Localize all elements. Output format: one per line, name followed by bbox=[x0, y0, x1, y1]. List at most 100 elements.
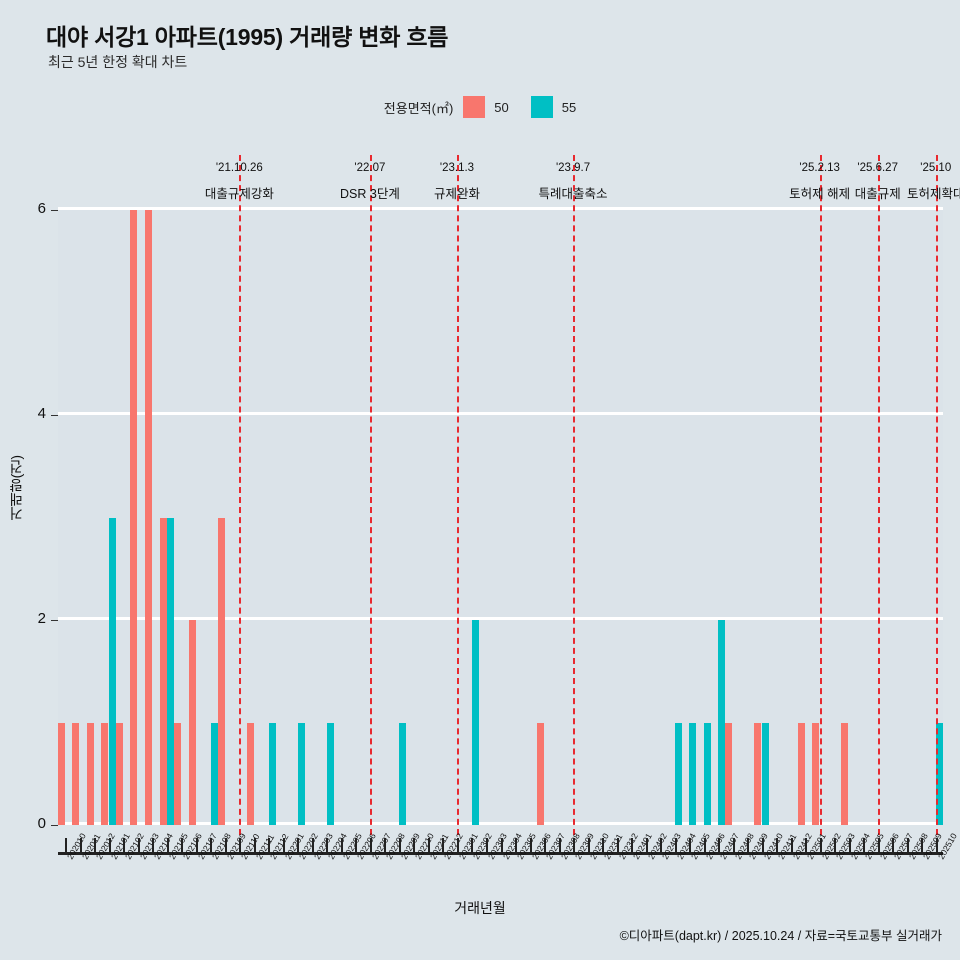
x-tick bbox=[239, 838, 242, 852]
x-tick bbox=[65, 838, 68, 852]
bar bbox=[217, 517, 225, 825]
event-date: '25.2.13 bbox=[799, 162, 840, 174]
bar bbox=[101, 722, 109, 825]
bar bbox=[725, 722, 733, 825]
bar bbox=[797, 722, 805, 825]
event-name: 대출규제강화 bbox=[204, 187, 274, 201]
x-tick bbox=[544, 838, 547, 852]
x-tick bbox=[834, 838, 837, 852]
bar bbox=[188, 620, 196, 825]
x-tick bbox=[645, 838, 648, 852]
x-tick bbox=[297, 838, 300, 852]
x-axis-label: 거래년월 bbox=[454, 900, 506, 916]
bar bbox=[268, 722, 276, 825]
bar bbox=[674, 722, 682, 825]
x-tick bbox=[181, 838, 184, 852]
bar bbox=[703, 722, 711, 825]
chart-legend: 전용면적(㎡) 50 55 bbox=[0, 96, 960, 118]
x-axis-line bbox=[58, 852, 943, 855]
event-line bbox=[239, 155, 242, 845]
x-tick bbox=[718, 838, 721, 852]
x-tick bbox=[631, 838, 634, 852]
x-tick bbox=[326, 838, 329, 852]
bar bbox=[115, 722, 123, 825]
x-tick bbox=[152, 838, 155, 852]
bar bbox=[297, 722, 305, 825]
x-tick bbox=[819, 838, 822, 852]
y-tick-label: 2 bbox=[37, 610, 46, 627]
x-tick bbox=[384, 838, 387, 852]
bar bbox=[936, 722, 944, 825]
x-tick bbox=[674, 838, 677, 852]
y-tick-mark bbox=[51, 825, 58, 826]
bar bbox=[399, 722, 407, 825]
x-tick bbox=[137, 838, 140, 852]
event-line bbox=[369, 155, 372, 845]
x-tick bbox=[906, 838, 909, 852]
x-tick bbox=[863, 838, 866, 852]
gridline-4 bbox=[58, 412, 943, 415]
x-tick bbox=[195, 838, 198, 852]
y-axis-label: 거래량(건) bbox=[8, 455, 24, 521]
x-tick bbox=[761, 838, 764, 852]
bar bbox=[167, 517, 175, 825]
page-title: 대야 서강1 아파트(1995) 거래량 변화 흐름 bbox=[46, 24, 449, 50]
x-tick bbox=[892, 838, 895, 852]
event-date: '25.6.27 bbox=[857, 162, 898, 174]
x-tick bbox=[747, 838, 750, 852]
event-line bbox=[573, 155, 576, 845]
bar bbox=[72, 722, 80, 825]
event-name: 규제완화 bbox=[433, 187, 480, 201]
bar bbox=[326, 722, 334, 825]
x-tick bbox=[877, 838, 880, 852]
event-date: '25.10 bbox=[920, 162, 952, 174]
bar bbox=[246, 722, 254, 825]
bar bbox=[57, 722, 65, 825]
bar bbox=[761, 722, 769, 825]
x-tick bbox=[732, 838, 735, 852]
bar bbox=[718, 620, 726, 825]
x-tick bbox=[369, 838, 372, 852]
event-name: 토허제 해제 bbox=[789, 187, 851, 201]
x-tick bbox=[660, 838, 663, 852]
x-tick bbox=[529, 838, 532, 852]
x-tick bbox=[456, 838, 459, 852]
x-tick bbox=[515, 838, 517, 852]
bar bbox=[130, 210, 138, 825]
x-tick bbox=[268, 838, 271, 852]
y-tick-label: 4 bbox=[37, 405, 46, 422]
y-tick-mark bbox=[51, 620, 58, 621]
x-tick bbox=[210, 838, 213, 852]
x-tick bbox=[935, 838, 938, 852]
x-tick bbox=[805, 838, 808, 852]
x-tick bbox=[703, 838, 706, 852]
legend-label-50: 50 bbox=[494, 99, 509, 115]
gridline-6 bbox=[58, 207, 943, 210]
legend-swatch-55 bbox=[530, 96, 553, 118]
event-name: DSR 3단계 bbox=[340, 187, 400, 201]
x-tick bbox=[355, 838, 358, 852]
x-tick bbox=[500, 838, 503, 852]
y-tick-label: 6 bbox=[37, 200, 46, 217]
bar bbox=[159, 517, 167, 825]
footer-credit: ©디아파트(dapt.kr) / 2025.10.24 / 자료=국토교통부 실… bbox=[619, 929, 942, 943]
x-tick bbox=[558, 838, 561, 852]
gridline-0 bbox=[58, 822, 943, 825]
x-tick bbox=[587, 838, 590, 852]
x-tick bbox=[94, 838, 97, 852]
legend-title: 전용면적(㎡) bbox=[383, 100, 454, 116]
x-tick bbox=[427, 838, 430, 852]
bar bbox=[145, 210, 152, 825]
y-tick-mark bbox=[51, 210, 58, 211]
x-tick bbox=[921, 838, 924, 852]
bar bbox=[841, 722, 849, 825]
bar bbox=[536, 722, 544, 825]
event-date: '23.1.3 bbox=[439, 162, 475, 174]
bar bbox=[812, 722, 820, 825]
legend-label-55: 55 bbox=[561, 99, 577, 115]
plot-area bbox=[57, 155, 944, 845]
x-tick bbox=[573, 838, 576, 852]
x-tick bbox=[485, 838, 488, 852]
x-tick bbox=[79, 838, 82, 852]
